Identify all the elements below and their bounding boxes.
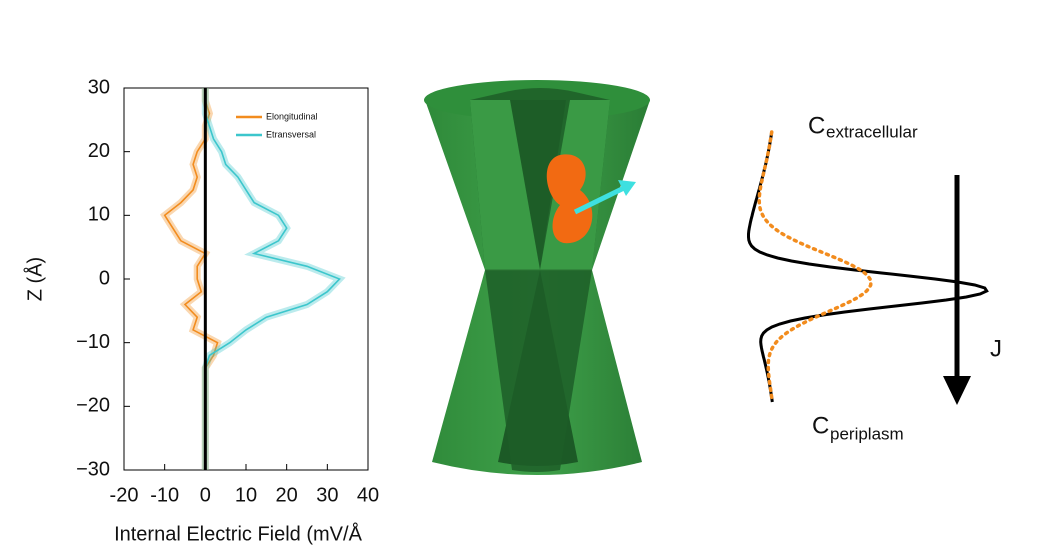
series-line xyxy=(205,88,339,470)
x-tick-label: -10 xyxy=(150,484,179,506)
x-tick-label: 20 xyxy=(276,484,298,506)
page: {"chart_data": { "type": "line", "xlabel… xyxy=(0,0,1041,551)
y-tick-label: −10 xyxy=(76,331,110,353)
c-top: C xyxy=(808,112,825,139)
c-bottom: C xyxy=(812,412,829,439)
channel xyxy=(424,80,650,475)
series-line xyxy=(165,88,218,470)
x-tick-label: 30 xyxy=(316,484,338,506)
x-tick-label: 0 xyxy=(200,484,211,506)
legend-label: Etransversal xyxy=(266,129,316,139)
c-top-sub: extracellular xyxy=(826,122,918,141)
band xyxy=(205,88,339,470)
x-axis-label: Internal Electric Field (mV/Å xyxy=(114,522,363,545)
legend-label: Elongitudinal xyxy=(266,111,318,121)
band xyxy=(165,88,218,470)
y-tick-label: 30 xyxy=(88,76,110,98)
y-tick-label: −20 xyxy=(76,395,110,417)
y-tick-label: −30 xyxy=(76,458,110,480)
x-tick-label: 40 xyxy=(357,484,379,506)
figure: C extracellular C periplasm J Internal E… xyxy=(0,0,1041,551)
y-tick-label: 10 xyxy=(88,204,110,226)
concentration-profiles xyxy=(749,132,987,405)
y-tick-label: 0 xyxy=(99,267,110,289)
y-tick-label: 20 xyxy=(88,140,110,162)
y-axis-label: Z (Å) xyxy=(23,257,46,301)
x-tick-label: 10 xyxy=(235,484,257,506)
flux-label: J xyxy=(990,335,1002,362)
c-bottom-sub: periplasm xyxy=(830,424,904,443)
x-tick-label: -20 xyxy=(110,484,139,506)
